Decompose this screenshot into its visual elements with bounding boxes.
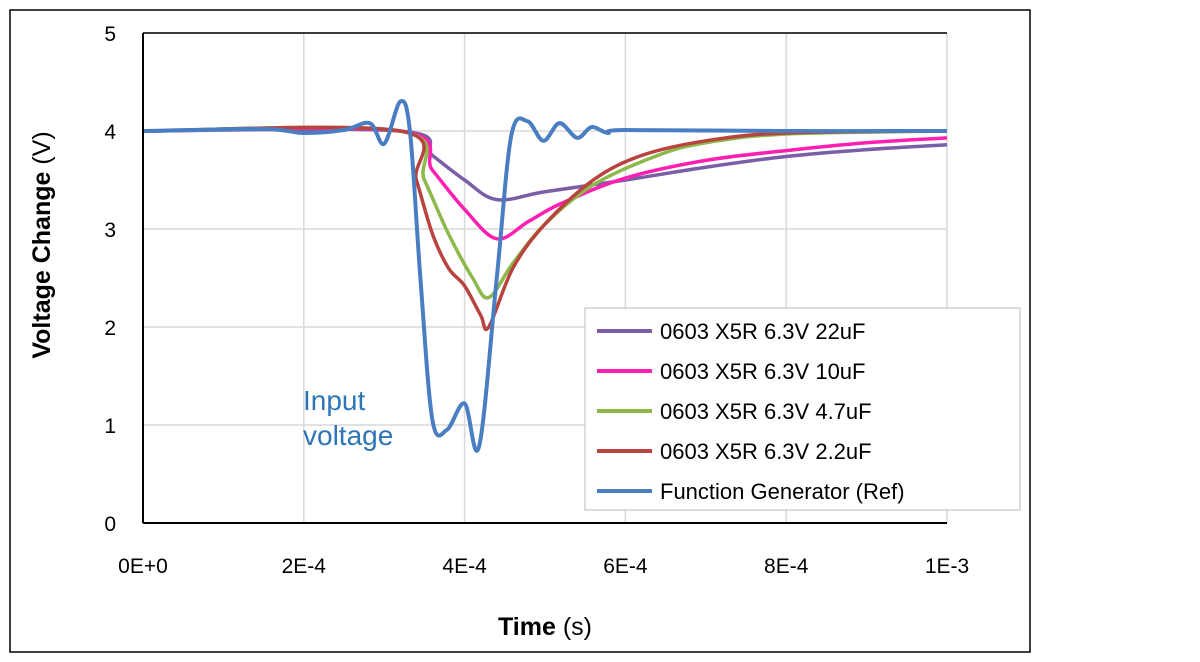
x-tick-label: 6E-4 [603, 555, 648, 578]
y-axis-label: Voltage Change (V) [28, 131, 56, 358]
x-tick-labels: 0E+0 2E-4 4E-4 6E-4 8E-4 1E-3 [118, 555, 969, 578]
x-tick-label: 4E-4 [442, 555, 487, 578]
x-axis-label: Time (s) [498, 613, 592, 641]
x-tick-label: 2E-4 [282, 555, 327, 578]
y-tick-label: 5 [104, 23, 116, 46]
series-lines [142, 99, 948, 453]
legend-label: 0603 X5R 6.3V 10uF [660, 359, 865, 384]
legend: 0603 X5R 6.3V 22uF 0603 X5R 6.3V 10uF 0603… [584, 307, 1021, 511]
x-tick-label: 1E-3 [925, 555, 969, 578]
x-tick-label: 8E-4 [764, 555, 809, 578]
y-tick-label: 3 [104, 219, 116, 242]
x-tick-label: 0E+0 [118, 555, 168, 578]
legend-label: 0603 X5R 6.3V 22uF [660, 319, 865, 344]
y-tick-labels: 0 1 2 3 4 5 [104, 23, 116, 536]
y-tick-label: 4 [104, 121, 116, 144]
y-tick-label: 0 [104, 513, 116, 536]
series-line-3 [142, 125, 948, 332]
y-tick-label: 2 [104, 317, 116, 340]
legend-label: 0603 X5R 6.3V 4.7uF [660, 399, 872, 424]
annotation-input-voltage: Input voltage [303, 385, 393, 451]
y-tick-label: 1 [104, 415, 116, 438]
legend-label: 0603 X5R 6.3V 2.2uF [660, 439, 872, 464]
series-line-4 [142, 99, 948, 453]
legend-label: Function Generator (Ref) [660, 479, 905, 504]
